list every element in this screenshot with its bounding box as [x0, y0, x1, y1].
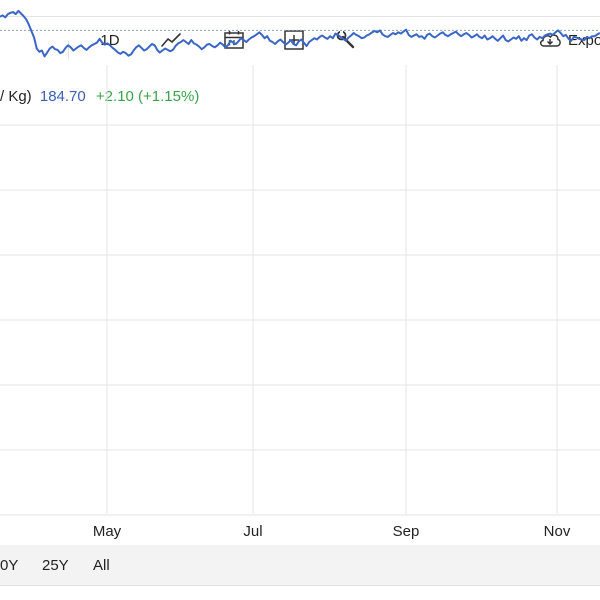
- toolbar-divider: [68, 41, 69, 59]
- range-bar: [0, 545, 600, 585]
- x-tick-label: May: [93, 523, 122, 540]
- x-tick-label: Sep: [393, 523, 420, 540]
- top-border: [0, 16, 600, 17]
- range-all-button[interactable]: All: [93, 557, 110, 574]
- bottom-border: [0, 585, 600, 586]
- x-tick-label: Jul: [243, 523, 262, 540]
- line-chart-icon: [161, 33, 181, 47]
- price-quote: / Kg) 184.70 +2.10 (+1.15%): [0, 88, 199, 105]
- price-change: +2.10 (+1.15%): [95, 88, 200, 105]
- chart-type-button[interactable]: [156, 24, 188, 56]
- price-unit: / Kg): [0, 88, 32, 105]
- price-series-line: [0, 9, 600, 58]
- range-10y-button[interactable]: 0Y: [0, 557, 19, 574]
- x-tick-label: Nov: [544, 523, 571, 540]
- cloud-download-icon: [539, 34, 561, 47]
- range-25y-button[interactable]: 25Y: [42, 557, 69, 574]
- last-price: 184.70: [39, 88, 86, 105]
